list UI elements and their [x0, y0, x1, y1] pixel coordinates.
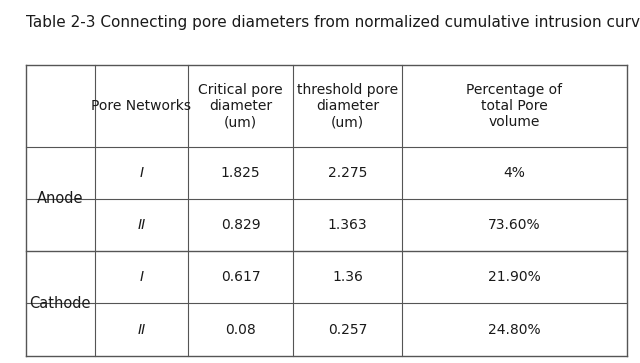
Text: II: II	[138, 323, 145, 337]
Text: threshold pore
diameter
(um): threshold pore diameter (um)	[297, 83, 398, 129]
Text: Critical pore
diameter
(um): Critical pore diameter (um)	[198, 83, 283, 129]
Text: 24.80%: 24.80%	[488, 323, 541, 337]
Text: Table 2-3 Connecting pore diameters from normalized cumulative intrusion curves.: Table 2-3 Connecting pore diameters from…	[26, 15, 640, 29]
Text: I: I	[140, 166, 143, 180]
Text: 0.08: 0.08	[225, 323, 256, 337]
Text: 4%: 4%	[504, 166, 525, 180]
Text: Anode: Anode	[37, 191, 83, 207]
Text: Cathode: Cathode	[29, 296, 91, 311]
Text: 73.60%: 73.60%	[488, 218, 541, 232]
Text: 0.257: 0.257	[328, 323, 367, 337]
Text: Percentage of
total Pore
volume: Percentage of total Pore volume	[467, 83, 563, 129]
Text: II: II	[138, 218, 145, 232]
Text: 21.90%: 21.90%	[488, 270, 541, 284]
Text: Pore Networks: Pore Networks	[92, 99, 191, 113]
Text: 1.36: 1.36	[332, 270, 363, 284]
Text: 1.363: 1.363	[328, 218, 367, 232]
Text: 0.829: 0.829	[221, 218, 260, 232]
Text: 2.275: 2.275	[328, 166, 367, 180]
Text: 1.825: 1.825	[221, 166, 260, 180]
Text: I: I	[140, 270, 143, 284]
Text: 0.617: 0.617	[221, 270, 260, 284]
